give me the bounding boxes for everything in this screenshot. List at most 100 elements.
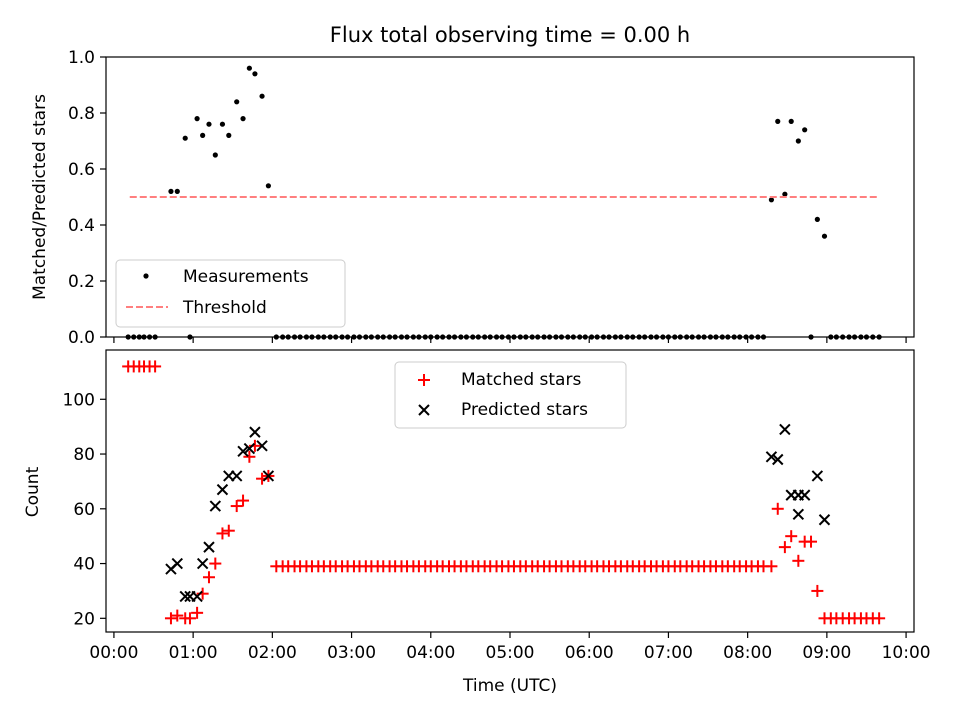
x-tick-label: 06:00 — [565, 643, 614, 663]
y-tick-label: 0.6 — [68, 160, 95, 180]
measurement-point — [565, 334, 571, 340]
measurement-point — [582, 334, 588, 340]
measurement-point — [749, 334, 755, 340]
matched-star-point — [805, 535, 818, 548]
predicted-star-point — [818, 514, 831, 526]
predicted-star-point — [237, 445, 249, 458]
y-tick-label: 0.2 — [68, 272, 95, 292]
measurement-point — [677, 334, 683, 340]
matched-star-point — [237, 494, 250, 507]
measurement-point — [392, 334, 398, 340]
measurement-point — [404, 334, 410, 340]
predicted-star-point — [216, 483, 229, 496]
predicted-star-point — [196, 557, 209, 570]
measurement-point — [782, 191, 788, 197]
measurement-point — [265, 183, 271, 189]
measurement-point — [463, 334, 470, 340]
predicted-star-point — [191, 590, 203, 603]
top-y-ticks: 0.0 0.2 0.4 0.6 0.8 1.0 — [68, 48, 106, 348]
measurement-point — [206, 121, 212, 127]
matched-star-point — [792, 554, 805, 567]
measurement-point — [612, 334, 618, 340]
matched-star-point — [164, 612, 177, 625]
x-tick-label: 00:00 — [89, 643, 138, 663]
bottom-legend-box — [394, 361, 627, 429]
predicted-star-point — [262, 470, 275, 482]
bottom-legend: Matched stars Predicted stars — [394, 361, 627, 429]
measurement-point — [297, 334, 303, 340]
measurement-point — [398, 334, 405, 340]
x-tick-label: 08:00 — [723, 643, 772, 663]
matched-star-point — [149, 360, 162, 373]
legend-matched-label: Matched stars — [461, 370, 581, 390]
measurement-point — [689, 334, 695, 340]
legend-matched-marker — [418, 374, 430, 386]
measurement-point — [152, 334, 158, 340]
measurement-point — [665, 334, 672, 340]
measurement-point — [648, 334, 654, 340]
measurement-point — [219, 121, 226, 127]
measurement-point — [446, 334, 452, 340]
measurement-point — [577, 334, 583, 340]
measurement-point — [636, 334, 642, 340]
measurement-point — [511, 334, 517, 340]
measurement-point — [541, 334, 547, 340]
measurement-point — [870, 334, 876, 340]
measurement-point — [876, 334, 882, 340]
top-legend-box — [115, 259, 346, 328]
measurement-point — [380, 334, 386, 340]
measurement-point — [470, 334, 476, 340]
x-axis-label: Time (UTC) — [462, 676, 557, 696]
measurement-point — [410, 334, 416, 340]
predicted-star-point — [203, 541, 215, 553]
measurement-point — [863, 334, 870, 340]
measurement-point — [146, 334, 153, 340]
x-tick-label: 10:00 — [882, 643, 931, 663]
predicted-star-point — [171, 557, 184, 570]
measurement-point — [653, 334, 660, 340]
matched-star-point — [222, 524, 235, 537]
matched-star-point — [778, 541, 791, 554]
x-tick-label: 09:00 — [802, 643, 851, 663]
measurement-point — [234, 99, 240, 105]
measurement-point — [672, 334, 678, 340]
measurement-point — [141, 334, 147, 340]
measurement-point — [618, 334, 624, 340]
measurement-point — [475, 334, 481, 340]
measurement-point — [194, 116, 200, 122]
matched-star-point — [230, 500, 243, 513]
measurement-point — [386, 334, 393, 340]
measurement-point — [630, 334, 636, 340]
y-tick-label: 60 — [73, 500, 95, 520]
measurement-point — [795, 138, 801, 144]
measurement-point — [356, 334, 363, 340]
measurement-point — [345, 334, 351, 340]
measurement-point — [535, 334, 541, 340]
measurement-point — [517, 334, 523, 340]
y-tick-label: 0.8 — [68, 104, 95, 124]
measurement-point — [768, 197, 775, 203]
measurement-point — [600, 334, 607, 340]
measurement-point — [252, 71, 258, 77]
measurement-point — [315, 334, 321, 340]
x-tick-label: 01:00 — [169, 643, 218, 663]
measurement-point — [416, 334, 422, 340]
predicted-star-point — [779, 423, 791, 436]
measurement-point — [828, 334, 834, 340]
measurement-point — [701, 334, 707, 340]
matched-star-point — [171, 609, 184, 622]
measurement-point — [840, 334, 846, 340]
measurement-point — [187, 334, 193, 340]
measurement-point — [363, 334, 369, 340]
measurement-point — [351, 334, 357, 340]
y-tick-label: 20 — [73, 609, 95, 629]
measurement-point — [131, 334, 137, 340]
predicted-star-point — [179, 590, 191, 603]
measurement-point — [273, 334, 279, 340]
measurement-point — [588, 334, 595, 340]
measurement-point — [594, 334, 600, 340]
x-tick-label: 02:00 — [248, 643, 297, 663]
legend-threshold-label: Threshold — [182, 298, 267, 318]
y-tick-label: 1.0 — [68, 48, 95, 68]
measurement-point — [440, 334, 446, 340]
